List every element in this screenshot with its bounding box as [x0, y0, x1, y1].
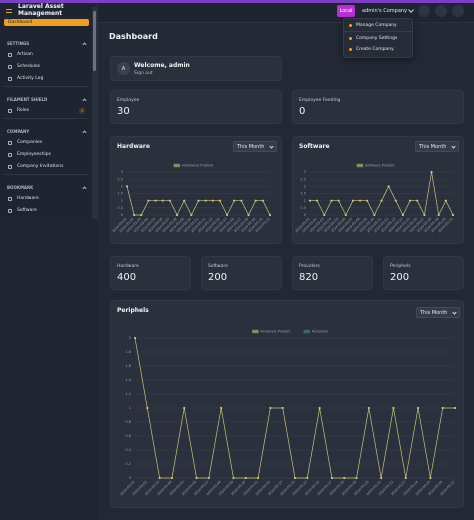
avatar: A: [117, 62, 130, 75]
company-menu: Manage Company Company Settings Create Com…: [343, 18, 413, 58]
chart-card: Hardware This Month: [110, 136, 282, 244]
period-select[interactable]: This Month: [415, 141, 459, 152]
group-chevron: [82, 130, 87, 135]
nav-item[interactable]: Employeeships: [17, 152, 51, 157]
nav-item[interactable]: Hardware: [17, 196, 39, 201]
menu-toggle[interactable]: [6, 9, 12, 13]
sign-out[interactable]: Sign out: [134, 71, 153, 76]
stat-label: Providers: [299, 264, 320, 269]
group-label: COMPANY: [7, 129, 30, 134]
menu-item[interactable]: Create Company: [356, 47, 394, 52]
company-switcher[interactable]: admin's Company: [362, 6, 414, 16]
nav-item[interactable]: Company Invitations: [17, 164, 64, 169]
nav-icon: [8, 197, 12, 201]
top-accent: [0, 0, 474, 3]
stat-value: 820: [299, 272, 319, 283]
chart-title: Periphels: [117, 307, 149, 314]
menu-icon: [349, 24, 352, 27]
stat-label: Software: [208, 264, 228, 269]
group-chevron: [82, 186, 87, 191]
nav-badge: 3: [79, 108, 85, 114]
group-chevron: [82, 42, 87, 47]
scrollbar-thumb: [93, 11, 96, 71]
period-select[interactable]: This Month: [416, 307, 460, 318]
divider: [4, 174, 89, 175]
active-item[interactable]: Dashboard: [4, 19, 89, 26]
env-badge[interactable]: Local: [337, 5, 355, 17]
nav-icon: [8, 209, 12, 213]
page-title: Dashboard: [109, 32, 158, 41]
menu-icon: [349, 48, 352, 51]
stat-card: Hardware 400: [110, 256, 191, 290]
stat-value: 200: [390, 272, 410, 283]
stat-value: 0: [299, 106, 306, 117]
nav-item[interactable]: Companies: [17, 140, 43, 145]
group-label: SETTINGS: [7, 41, 30, 46]
group-label: FILAMENT SHIELD: [7, 97, 48, 102]
menu-item[interactable]: Manage Company: [356, 23, 397, 28]
group-label: BOOKMARK: [7, 185, 34, 190]
chart-card: Periphels This Month: [110, 300, 464, 508]
stat-card: Providers 820: [292, 256, 373, 290]
sidebar: Laravel Asset Management Dashboard SETTING…: [0, 3, 98, 220]
chevron: [451, 144, 456, 149]
nav-item[interactable]: Software: [17, 208, 37, 213]
nav-icon: [8, 141, 12, 145]
welcome-card: A Welcome, admin Sign out: [110, 56, 282, 81]
stat-card: Employee Feeding 0: [292, 90, 464, 124]
stat-label: Employee: [117, 98, 140, 103]
nav-item[interactable]: Roles: [17, 108, 30, 113]
menu-item[interactable]: Company Settings: [356, 36, 398, 41]
stat-card: Periphels 200: [383, 256, 464, 290]
nav-icon: [8, 165, 12, 169]
menu-icon: [349, 37, 352, 40]
stat-label: Hardware: [117, 264, 139, 269]
period-select[interactable]: This Month: [233, 141, 277, 152]
nav-icon: [8, 153, 12, 157]
group-chevron: [82, 98, 87, 103]
chart-title: Software: [299, 143, 330, 150]
nav-item[interactable]: Artisan: [17, 52, 33, 57]
nav-item[interactable]: Activity Log: [17, 76, 44, 81]
chevron: [408, 7, 414, 13]
chevron: [452, 310, 457, 315]
divider: [4, 86, 89, 87]
nav-icon: [8, 65, 12, 69]
chart-card: Software This Month: [292, 136, 464, 244]
stat-label: Employee Feeding: [299, 98, 341, 103]
stat-card: Software 200: [201, 256, 282, 290]
divider: [344, 31, 412, 32]
stat-card: Employee 30: [110, 90, 282, 124]
divider: [4, 118, 89, 119]
stat-value: 30: [117, 106, 130, 117]
nav-item[interactable]: Schedules: [17, 64, 41, 69]
brand: Laravel Asset Management: [18, 3, 64, 17]
stat-value: 400: [117, 272, 137, 283]
icon-button[interactable]: [452, 5, 464, 17]
nav-icon: [8, 109, 12, 113]
nav-icon: [8, 53, 12, 57]
nav-icon: [8, 77, 12, 81]
stat-label: Periphels: [390, 264, 411, 269]
scrollbar: [92, 7, 97, 219]
icon-button[interactable]: [418, 5, 430, 17]
chart-title: Hardware: [117, 143, 150, 150]
chevron: [269, 144, 274, 149]
stat-value: 200: [208, 272, 228, 283]
icon-button[interactable]: [435, 5, 447, 17]
welcome-title: Welcome, admin: [134, 62, 190, 69]
